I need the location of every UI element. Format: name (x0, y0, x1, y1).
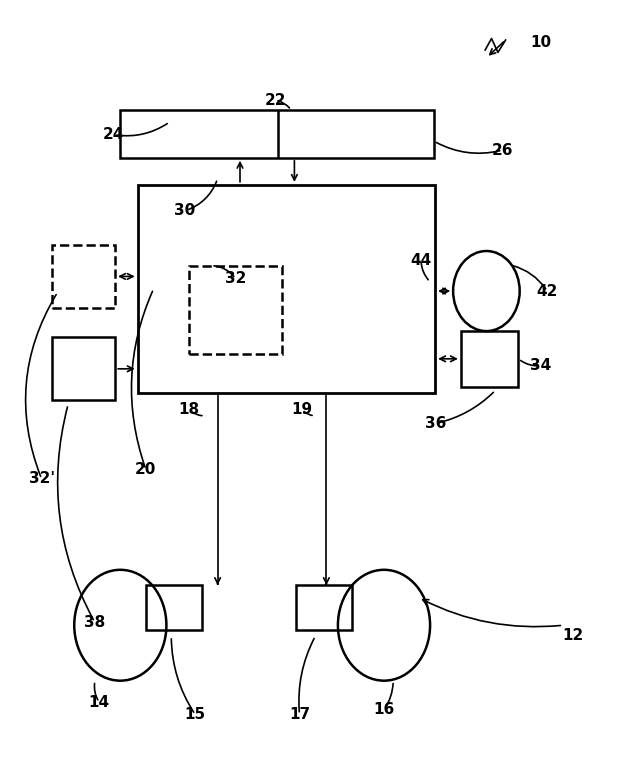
Text: 14: 14 (88, 695, 110, 710)
Text: 44: 44 (410, 253, 432, 268)
Bar (189, 266, 282, 354)
Text: 42: 42 (536, 283, 558, 299)
Bar (461, 331, 518, 387)
Text: 30: 30 (173, 203, 195, 219)
Text: 19: 19 (291, 402, 313, 417)
Text: 20: 20 (135, 462, 157, 477)
Bar (52, 337, 115, 400)
Text: 15: 15 (184, 707, 206, 722)
Text: 34: 34 (530, 358, 552, 373)
Bar (52, 245, 115, 308)
Text: 24: 24 (103, 127, 125, 142)
Bar (138, 185, 435, 393)
Text: 26: 26 (492, 142, 513, 158)
Text: 17: 17 (289, 707, 310, 722)
Text: 32': 32' (29, 471, 54, 487)
Text: 16: 16 (373, 702, 395, 718)
Text: 12: 12 (562, 628, 584, 643)
Text: 10: 10 (530, 35, 552, 50)
Bar (296, 585, 352, 630)
Text: 18: 18 (178, 402, 200, 417)
Bar (120, 110, 434, 158)
Text: 36: 36 (424, 416, 446, 431)
Text: 32: 32 (225, 271, 246, 286)
Text: 38: 38 (84, 614, 106, 630)
Bar (146, 585, 202, 630)
Text: 22: 22 (264, 92, 286, 108)
